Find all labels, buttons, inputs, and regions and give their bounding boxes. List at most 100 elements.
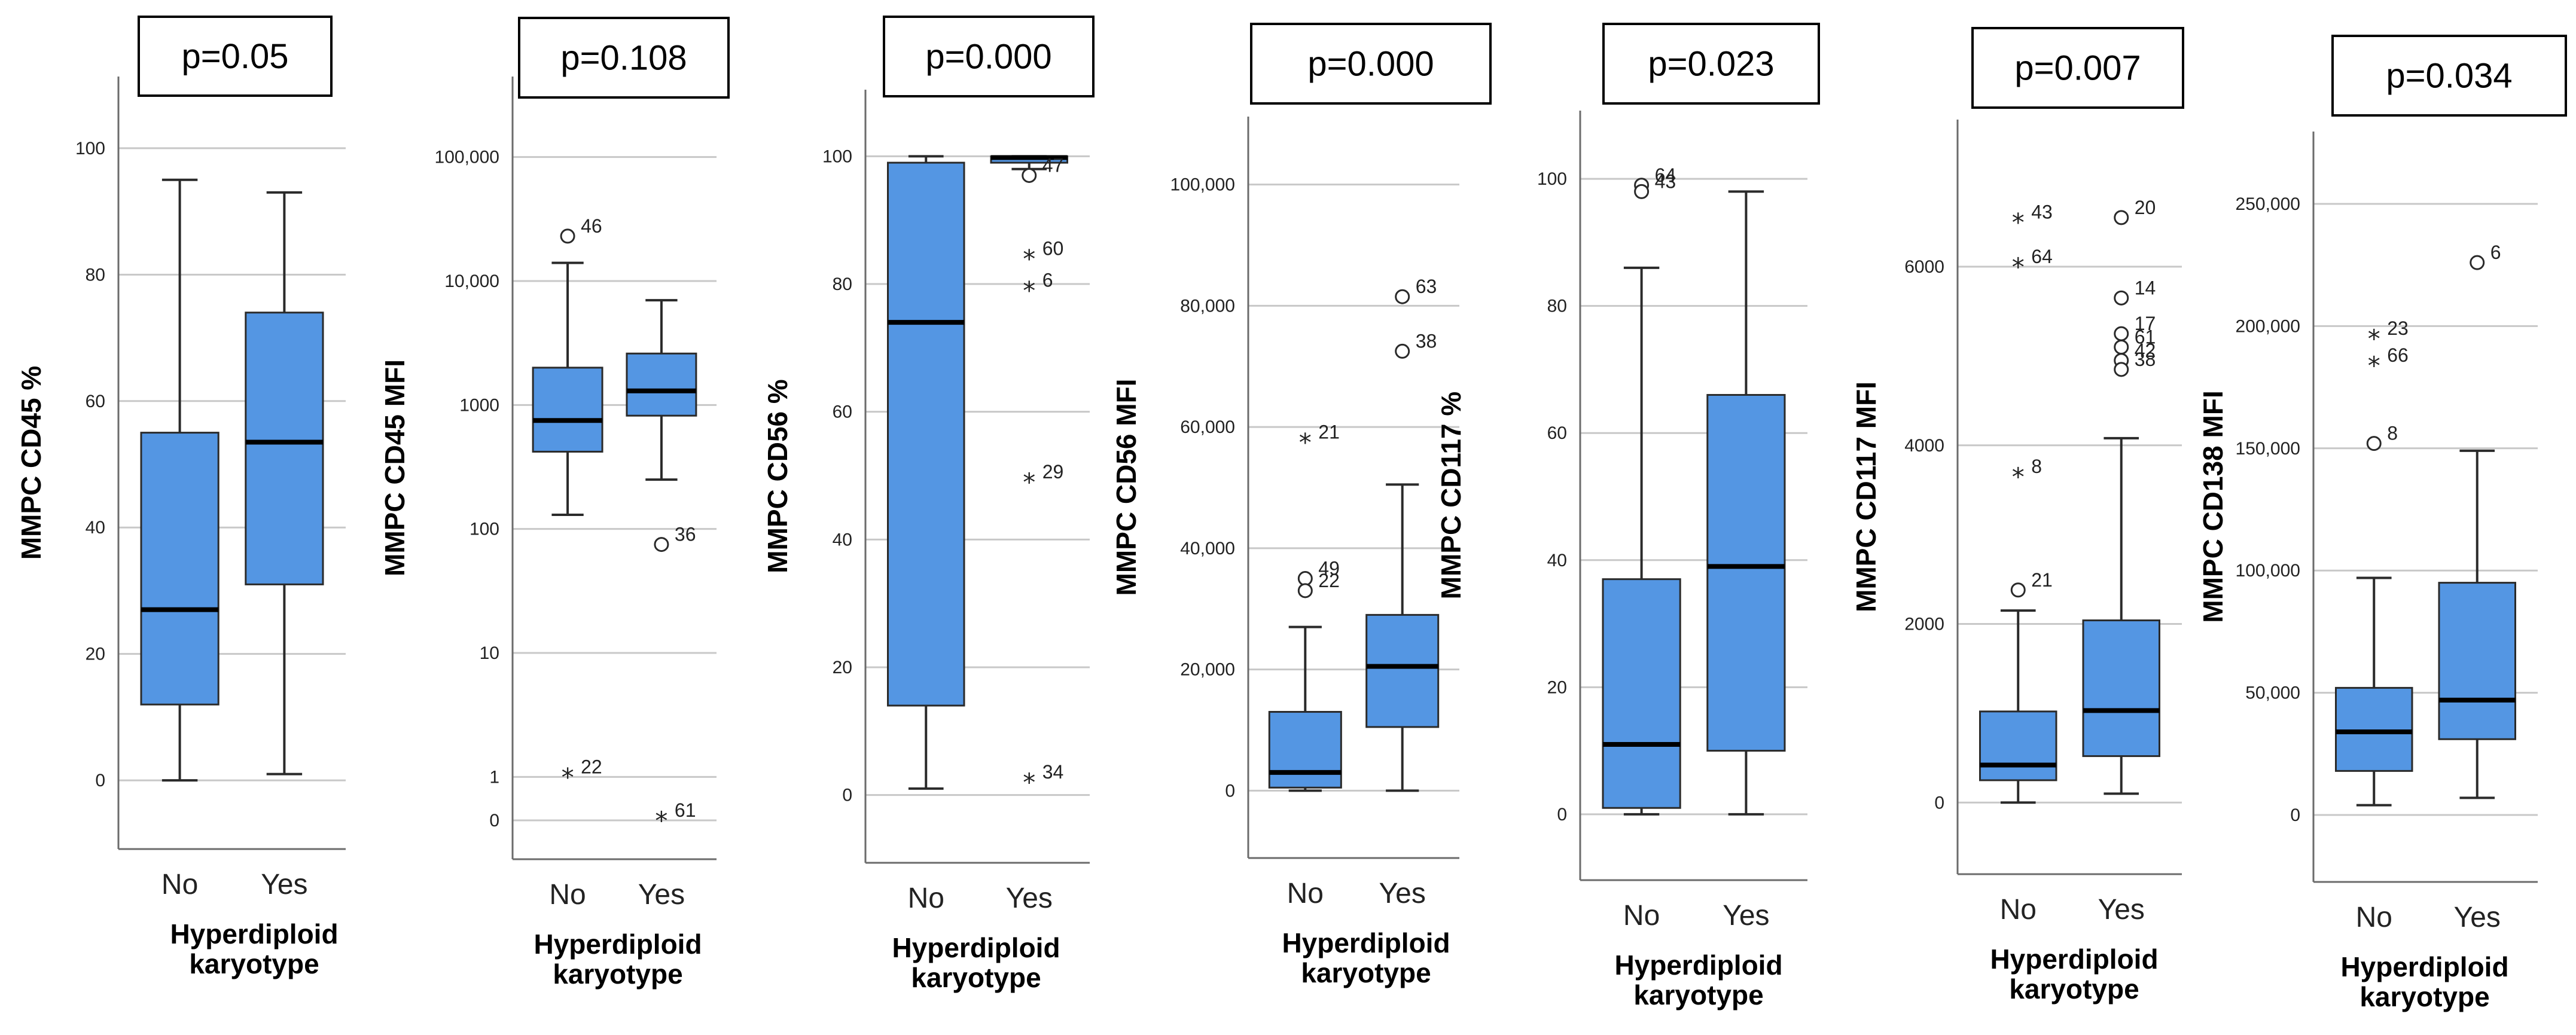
- outlier-circle: [2366, 436, 2382, 451]
- box-yes: [1365, 483, 1440, 792]
- x-axis-title-line: karyotype: [1301, 957, 1431, 988]
- y-tick-label: 200,000: [2236, 316, 2300, 336]
- outlier-circle: [1297, 571, 1313, 587]
- outlier-circle: [1395, 343, 1410, 359]
- outlier-21: * 21: [1299, 421, 1340, 457]
- outlier-label: 29: [1042, 461, 1064, 483]
- box-no: [2335, 576, 2413, 807]
- category-label-yes: Yes: [1723, 900, 1769, 932]
- box-yes: [245, 191, 324, 776]
- x-axis-title-line: karyotype: [2009, 973, 2139, 1005]
- outlier-label: 64: [2031, 246, 2053, 267]
- outlier-star: *: [1023, 244, 1035, 273]
- y-tick-label: 100: [470, 520, 499, 539]
- outlier-61: 61: [2114, 326, 2156, 355]
- box-no: [1979, 609, 2057, 804]
- category-label-yes: Yes: [638, 879, 685, 911]
- y-tick-label: 20,000: [1180, 660, 1235, 680]
- y-tick-label: 80: [1547, 297, 1567, 316]
- outlier-61: * 61: [655, 799, 696, 835]
- outlier-label: 34: [1042, 761, 1064, 783]
- iqr-box: [245, 312, 324, 585]
- outlier-38: 38: [2114, 349, 2156, 377]
- outlier-circle: [2470, 255, 2485, 270]
- x-axis-title-line: Hyperdiploid: [892, 932, 1060, 963]
- y-axis-title: MMPC CD56 MFI: [1111, 379, 1142, 596]
- box-no: [1602, 266, 1681, 816]
- x-axis-title-line: karyotype: [1633, 979, 1763, 1010]
- outlier-47: 47: [1022, 154, 1063, 183]
- category-label-yes: Yes: [2098, 894, 2145, 926]
- outlier-star: *: [2368, 324, 2380, 353]
- y-tick-label: 100,000: [435, 148, 499, 167]
- outlier-6: * 6: [1023, 270, 1053, 306]
- iqr-box: [1365, 613, 1440, 728]
- category-label-no: No: [1623, 900, 1660, 932]
- outlier-46: 46: [560, 215, 602, 244]
- outlier-circle: [1634, 184, 1650, 199]
- outlier-23: * 23: [2368, 317, 2409, 353]
- outlier-label: 8: [2031, 456, 2042, 477]
- x-axis-title-line: karyotype: [553, 958, 682, 990]
- pvalue-box: [2331, 35, 2567, 117]
- iqr-box: [1979, 710, 2057, 781]
- outlier-circle: [2114, 290, 2129, 306]
- outlier-43: 43: [1634, 170, 1676, 199]
- y-tick-label: 80: [86, 265, 105, 285]
- outlier-label: 6: [1042, 270, 1053, 291]
- iqr-box: [1602, 578, 1681, 809]
- y-tick-label: 20: [1547, 677, 1567, 697]
- outlier-label: 64: [1655, 164, 1676, 186]
- outlier-22: * 22: [562, 756, 602, 792]
- category-label-yes: Yes: [2454, 902, 2501, 933]
- outlier-14: 14: [2114, 277, 2156, 306]
- y-tick-label: 0: [489, 811, 499, 831]
- y-tick-label: 40: [86, 518, 105, 538]
- outlier-29: * 29: [1023, 461, 1063, 497]
- outlier-star: *: [1023, 468, 1035, 497]
- x-axis-title-line: Hyperdiploid: [1282, 927, 1450, 958]
- y-tick-label: 40: [833, 530, 852, 549]
- outlier-label: 21: [1318, 421, 1340, 442]
- y-tick-label: 80,000: [1180, 296, 1235, 316]
- y-tick-label: 0: [95, 771, 105, 790]
- outlier-38: 38: [1395, 330, 1437, 359]
- x-axis-title-line: karyotype: [189, 948, 319, 979]
- iqr-box: [887, 161, 965, 707]
- pvalue-box: [1250, 23, 1492, 105]
- category-label-yes: Yes: [261, 869, 307, 900]
- outlier-circle: [2114, 210, 2129, 225]
- outlier-8: 8: [2366, 423, 2398, 451]
- category-label-no: No: [549, 879, 586, 911]
- outlier-label: 43: [2031, 201, 2053, 222]
- category-label-yes: Yes: [1006, 883, 1053, 914]
- y-tick-label: 0: [2290, 805, 2300, 825]
- outlier-star: *: [1023, 276, 1035, 306]
- outlier-34: * 34: [1023, 761, 1063, 797]
- outlier-star: *: [562, 762, 574, 792]
- x-axis-title-line: Hyperdiploid: [534, 929, 702, 960]
- y-tick-label: 4000: [1904, 436, 1944, 456]
- category-label-no: No: [2000, 894, 2037, 926]
- y-tick-label: 10: [480, 643, 499, 663]
- y-tick-label: 50,000: [2245, 683, 2300, 703]
- iqr-box: [2082, 619, 2160, 758]
- iqr-box: [626, 352, 697, 417]
- outlier-label: 22: [581, 756, 602, 777]
- outlier-label: 46: [581, 215, 602, 237]
- outlier-circle: [2010, 582, 2026, 598]
- box-yes: [2438, 449, 2516, 799]
- pvalue-label: p=0.108: [560, 39, 687, 78]
- pvalue-label: p=0.05: [181, 37, 288, 76]
- y-tick-label: 60: [833, 402, 852, 422]
- outlier-star: *: [1299, 428, 1312, 457]
- y-tick-label: 2000: [1904, 615, 1944, 634]
- y-tick-label: 20: [833, 658, 852, 677]
- outlier-circle: [2114, 339, 2129, 355]
- category-label-no: No: [1287, 878, 1324, 909]
- outlier-label: 36: [675, 524, 696, 545]
- box-no: [1268, 625, 1342, 792]
- y-tick-label: 0: [842, 786, 852, 805]
